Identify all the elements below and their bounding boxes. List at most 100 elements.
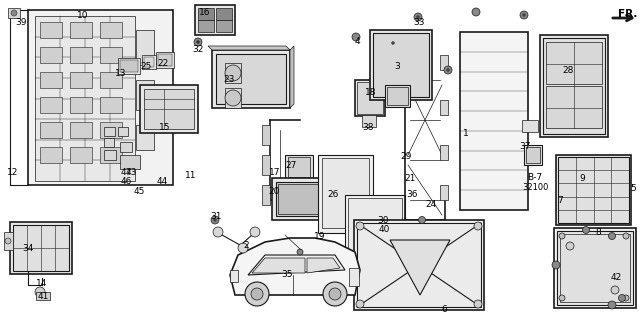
Bar (345, 195, 405, 270)
Text: 26: 26 (327, 190, 339, 199)
Circle shape (225, 65, 241, 81)
Bar (440, 55, 448, 70)
Circle shape (35, 287, 45, 297)
Bar (40, 147, 62, 163)
Circle shape (506, 47, 513, 54)
Text: 4: 4 (355, 37, 360, 46)
Text: 22: 22 (157, 59, 169, 68)
Text: 35: 35 (281, 270, 292, 279)
Bar (216, 8, 232, 20)
Bar (288, 157, 310, 177)
Text: 44: 44 (156, 177, 168, 186)
Circle shape (297, 249, 303, 255)
Circle shape (474, 300, 482, 308)
Bar (35, 16, 135, 181)
Circle shape (444, 66, 452, 74)
Circle shape (225, 90, 241, 106)
Bar (40, 22, 62, 38)
Bar (285, 155, 313, 179)
Bar (118, 58, 140, 74)
Polygon shape (290, 46, 294, 108)
Bar (70, 22, 92, 38)
Text: 31: 31 (211, 212, 222, 221)
Circle shape (352, 33, 360, 41)
Bar (142, 55, 156, 69)
Circle shape (559, 295, 565, 301)
Bar (262, 125, 270, 145)
Circle shape (611, 286, 619, 294)
Bar (558, 157, 629, 223)
Circle shape (520, 11, 528, 19)
Bar (373, 33, 429, 97)
Text: 43: 43 (125, 168, 137, 177)
Text: 7: 7 (557, 197, 563, 205)
Text: 39: 39 (15, 18, 27, 27)
Circle shape (414, 13, 422, 21)
Bar (70, 147, 92, 163)
Circle shape (623, 233, 629, 239)
Bar (195, 5, 235, 35)
Circle shape (356, 300, 364, 308)
Bar (278, 184, 318, 214)
Bar (8, 8, 20, 18)
Text: 30: 30 (377, 216, 388, 225)
Bar (100, 72, 122, 88)
Bar (118, 127, 128, 136)
Bar (216, 54, 286, 104)
Text: 18: 18 (365, 88, 377, 97)
Text: 15: 15 (159, 123, 171, 132)
Bar (100, 122, 122, 138)
Bar (262, 185, 270, 205)
Text: 28: 28 (563, 66, 574, 75)
Circle shape (472, 8, 480, 16)
Bar (10, 222, 72, 274)
Bar (522, 120, 538, 132)
Bar (554, 228, 636, 308)
Circle shape (566, 242, 574, 250)
Text: 25: 25 (140, 63, 152, 71)
Text: 19: 19 (314, 232, 326, 241)
Text: 10: 10 (77, 11, 89, 20)
Bar (230, 270, 238, 282)
Text: 32: 32 (193, 45, 204, 54)
Text: 46: 46 (121, 177, 132, 186)
Bar (357, 223, 481, 307)
Circle shape (609, 233, 616, 240)
Bar (120, 155, 140, 169)
Bar (104, 150, 116, 160)
Bar (387, 87, 408, 105)
Circle shape (522, 13, 525, 17)
Text: B-7: B-7 (527, 174, 543, 182)
Bar (70, 47, 92, 63)
Circle shape (5, 238, 11, 244)
Bar (546, 86, 602, 128)
Bar (100, 47, 122, 63)
Text: 23: 23 (223, 75, 235, 84)
Bar (440, 100, 448, 115)
Bar (100, 22, 122, 38)
Bar (440, 145, 448, 160)
Circle shape (238, 243, 248, 253)
Bar (349, 268, 359, 286)
Bar (40, 47, 62, 63)
Circle shape (447, 69, 449, 71)
Text: 5: 5 (631, 184, 636, 193)
Bar (40, 122, 62, 138)
Polygon shape (248, 255, 345, 275)
Text: 42: 42 (611, 273, 622, 282)
Circle shape (250, 227, 260, 237)
Text: 34: 34 (22, 244, 33, 253)
Bar (540, 35, 608, 137)
Bar (100, 147, 122, 163)
Bar (546, 42, 602, 84)
Bar (100, 97, 122, 113)
Circle shape (214, 219, 216, 221)
Bar (212, 50, 290, 108)
Bar (440, 185, 448, 200)
Bar (70, 97, 92, 113)
Bar (70, 72, 92, 88)
Polygon shape (307, 258, 340, 273)
Bar (276, 182, 320, 216)
Bar (13, 225, 69, 271)
Bar (70, 122, 92, 138)
